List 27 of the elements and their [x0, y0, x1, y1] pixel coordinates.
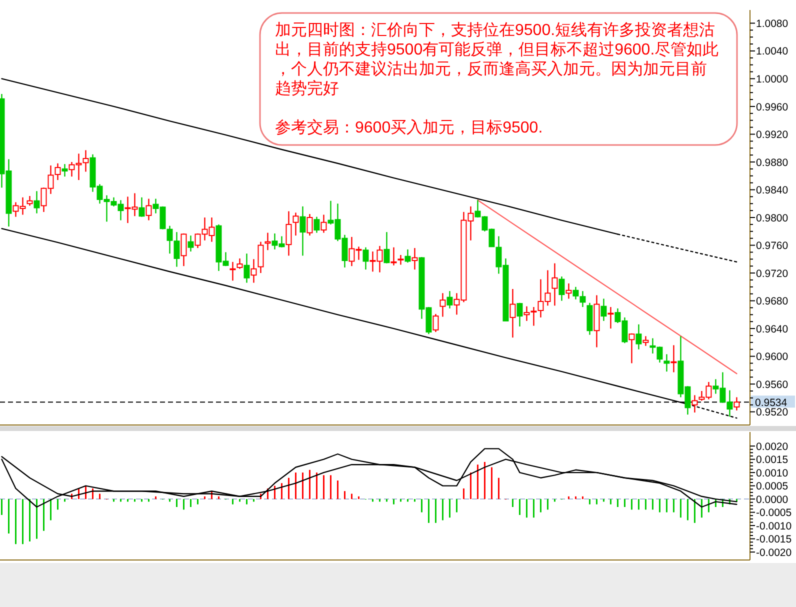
y-tick-label: 0.0010 [756, 467, 788, 480]
y-tick-label: 1.0040 [756, 46, 788, 58]
annotation: 参考交易：9600买入加元，目标9500. [275, 118, 543, 136]
y-tick-label: -0.0015 [756, 534, 792, 546]
y-tick-label: 0.9680 [756, 296, 788, 308]
y-tick-label: 0.9720 [756, 268, 788, 280]
y-tick-label: 0.9760 [756, 240, 788, 252]
y-tick-label: 0.0000 [756, 494, 788, 506]
ref-line-label: 0.9534 [755, 397, 788, 410]
y-tick-label: -0.0005 [756, 507, 792, 520]
y-tick-label: 0.9880 [756, 156, 788, 169]
annotation: 加元四时图：汇价向下，支持位在9500.短线有许多投资者想沽出，目前的支持9500有可能反弹，但目标不超过9600.尽管如此，个人仍不建议沽出加元，反而逢高买入加元。因为加元目前趋势完好 [275, 21, 719, 98]
y-tick-label: 0.9920 [756, 129, 788, 142]
y-tick-label: 0.0015 [756, 454, 788, 466]
y-tick-label: 0.0020 [756, 440, 788, 453]
y-tick-label: 0.9640 [756, 323, 788, 336]
y-tick-label: -0.0020 [756, 546, 792, 559]
y-tick-label: 0.9960 [756, 101, 788, 114]
y-tick-label: 1.0080 [756, 18, 788, 30]
y-tick-label: 1.0000 [756, 74, 788, 86]
y-tick-label: 0.9840 [756, 184, 788, 197]
y-tick-label: -0.0010 [756, 520, 792, 532]
y-tick-label: 0.9800 [756, 212, 788, 224]
y-tick-label: 0.0005 [756, 480, 788, 493]
y-tick-label: 0.9520 [756, 406, 788, 419]
y-tick-label: 0.9600 [756, 351, 788, 364]
y-tick-label: 0.9560 [756, 378, 788, 391]
